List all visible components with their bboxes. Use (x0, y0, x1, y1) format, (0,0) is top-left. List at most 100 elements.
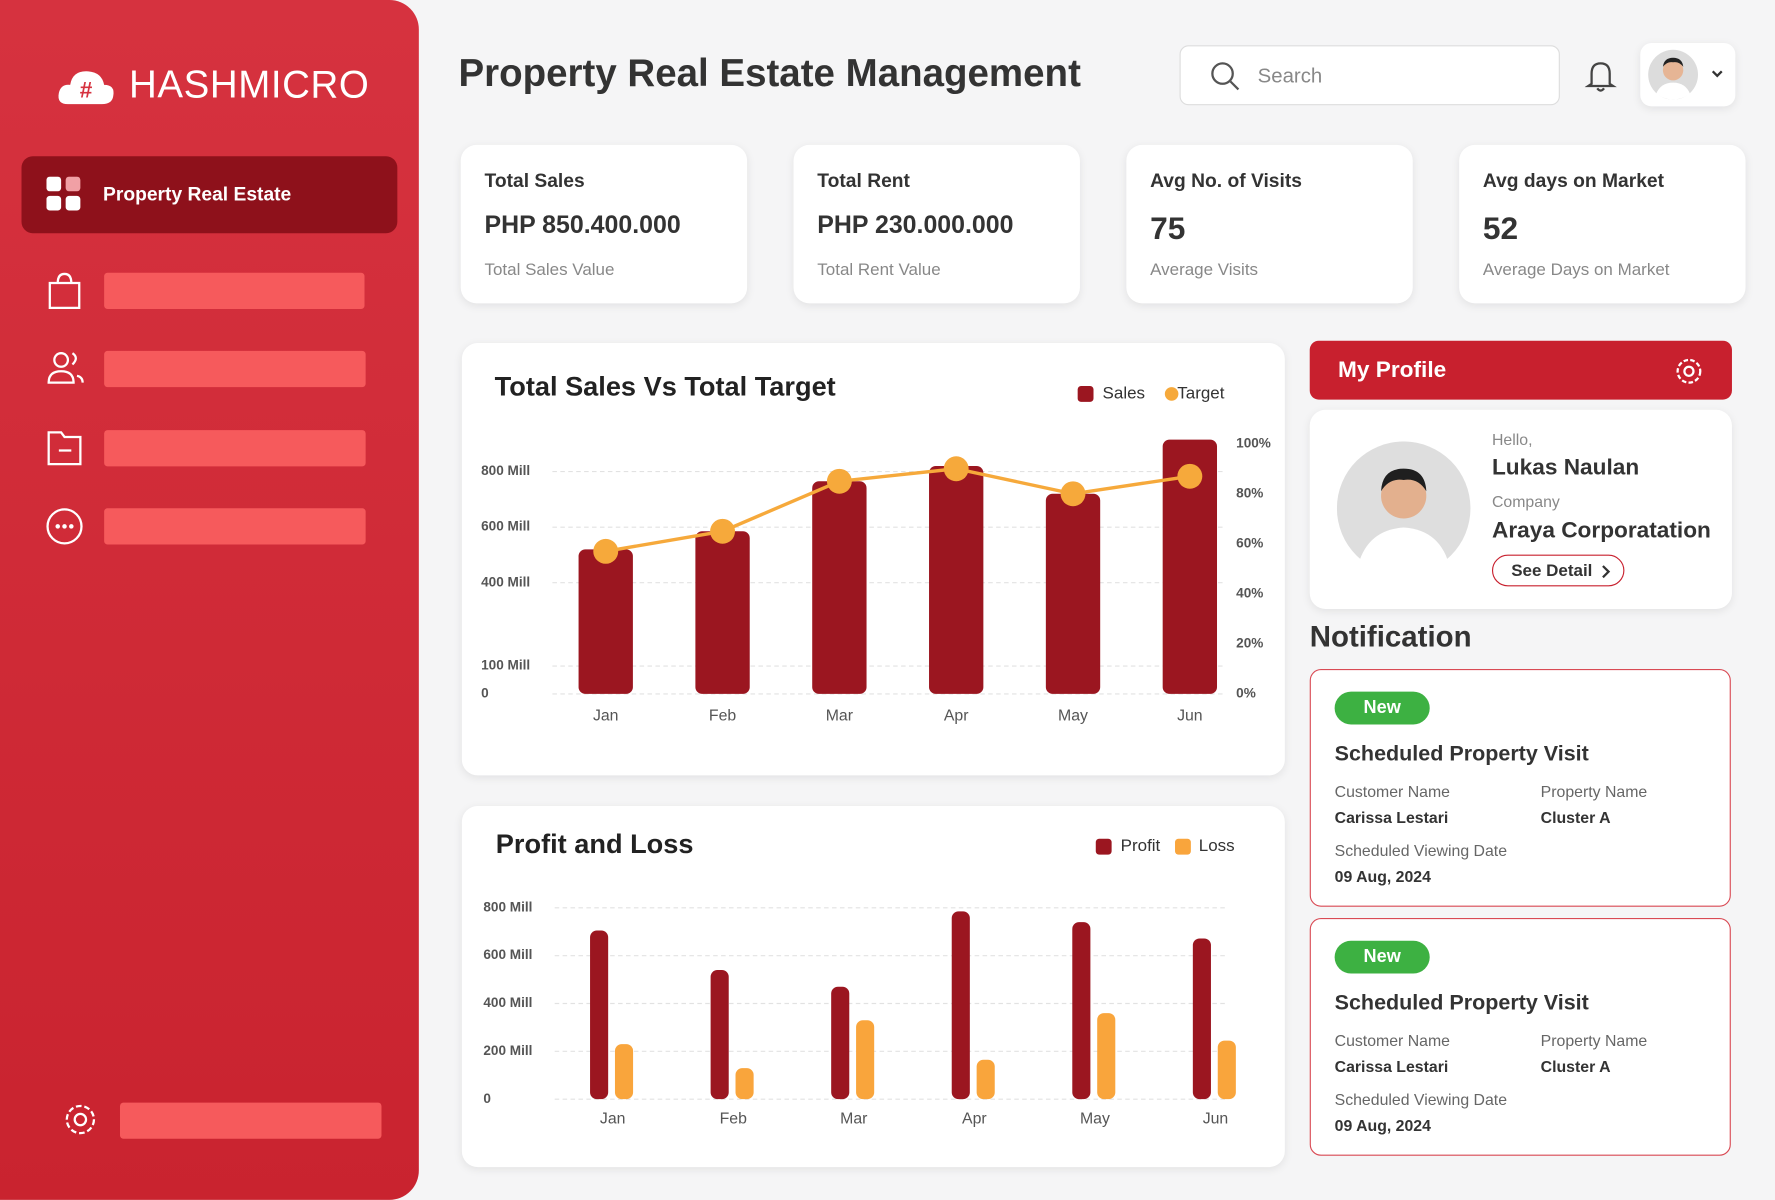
line-point (1177, 463, 1203, 489)
line-point (1060, 481, 1086, 507)
bar (1217, 1040, 1236, 1100)
y-tick-label: 0 (481, 686, 489, 701)
nav-placeholder[interactable] (104, 508, 366, 545)
chart: Profit and Loss 0 200 Mill 400 Mill 600 Mill… (483, 828, 1236, 1128)
bar (856, 1020, 875, 1100)
kpi-caption: Total Rent Value (817, 260, 941, 280)
bar (735, 1068, 754, 1100)
x-tick-label: Apr (944, 708, 969, 725)
kpi-card: Avg No. of Visits 75 Average Visits (1126, 144, 1413, 304)
nav-placeholder[interactable] (104, 272, 365, 310)
date-label: Scheduled Viewing Date (1334, 841, 1508, 860)
y-tick-label: 100 Mill (481, 658, 530, 673)
user-avatar (1648, 49, 1723, 100)
x-tick-label: Jan (593, 708, 619, 725)
line-point (593, 538, 619, 564)
y2-tick-label: 20% (1236, 635, 1263, 650)
bar (1162, 439, 1218, 694)
bar (929, 465, 984, 694)
bar (614, 1044, 634, 1100)
user-menu[interactable] (1640, 43, 1736, 107)
date: 09 Aug, 2024 (1334, 1116, 1431, 1135)
notification-card[interactable]: New Scheduled Property Visit Customer Na… (1309, 918, 1731, 1156)
notification-heading: Scheduled Property Visit (1334, 742, 1589, 767)
chevron (1602, 565, 1611, 579)
date: 09 Aug, 2024 (1334, 867, 1431, 886)
property-name: Cluster A (1540, 808, 1611, 827)
page-title: Property Real Estate Management (458, 52, 1081, 96)
logo-icon: # (58, 71, 114, 105)
notification-card[interactable]: New Scheduled Property Visit Customer Na… (1309, 669, 1731, 907)
y2-tick-label: 0% (1236, 686, 1256, 701)
sidebar: # HASHMICRO Property Real Estate (0, 0, 419, 1200)
y-tick-label: 200 Mill (483, 1043, 532, 1058)
settings-placeholder[interactable] (119, 1102, 382, 1139)
bar (1192, 938, 1211, 1100)
notification-title: Notification (1309, 619, 1472, 654)
x-tick-label: Mar (840, 1111, 868, 1128)
kpi-value: PHP 230.000.000 (817, 210, 1014, 239)
profile-settings[interactable] (1674, 357, 1703, 386)
kpi-title: Avg days on Market (1482, 169, 1665, 192)
nav-icon (46, 176, 81, 211)
x-tick-label: Jun (1203, 1111, 1229, 1128)
notification-heading: Scheduled Property Visit (1334, 991, 1589, 1016)
nav-placeholder[interactable] (104, 430, 366, 467)
profile-header: My Profile (1309, 340, 1732, 400)
x-tick-label: Jun (1177, 708, 1203, 725)
legend-marker (1095, 838, 1112, 855)
nav-placeholder[interactable] (104, 350, 366, 388)
chart-card: Total Sales Vs Total Target 0 100 Mill 400 … (461, 342, 1285, 776)
brand-name: HASHMICRO (129, 63, 370, 107)
nav-item-active[interactable]: Property Real Estate (21, 156, 398, 234)
bar (976, 1059, 995, 1100)
x-tick-label: Apr (962, 1111, 987, 1128)
kpi-title: Avg No. of Visits (1150, 169, 1302, 192)
customer-label: Customer Name (1334, 782, 1451, 801)
profile-name: Lukas Naulan (1491, 455, 1640, 480)
notification-bell[interactable] (1584, 59, 1619, 93)
badge: New (1334, 691, 1430, 725)
profile-card: Hello, Lukas Naulan Company Araya Corpor… (1309, 409, 1732, 610)
customer-label: Customer Name (1334, 1031, 1451, 1050)
bar (695, 531, 750, 694)
property-name: Cluster A (1540, 1057, 1611, 1076)
nav-icons (46, 272, 84, 545)
profile-photo (1336, 441, 1471, 578)
search-placeholder: Search (1257, 64, 1323, 88)
legend-label: Sales (1103, 383, 1145, 402)
kpi-caption: Average Visits (1150, 260, 1259, 280)
legend-label: Target (1177, 383, 1224, 402)
bar (1045, 493, 1101, 694)
kpi-value: 75 (1150, 210, 1186, 246)
y2-tick-label: 80% (1236, 485, 1263, 500)
legend-label: Loss (1199, 836, 1235, 855)
y-tick-label: 800 Mill (483, 899, 532, 914)
y2-tick-label: 40% (1236, 585, 1263, 600)
customer-name: Carissa Lestari (1334, 1057, 1449, 1076)
y-tick-label: 800 Mill (481, 463, 530, 478)
see-detail-button[interactable]: See Detail (1491, 554, 1625, 587)
y-tick-label: 0 (483, 1091, 491, 1106)
profile-company: Araya Corporatation (1491, 518, 1711, 544)
kpi-value: 52 (1482, 210, 1519, 246)
search-box[interactable]: Search (1179, 45, 1560, 106)
kpi-card: Avg days on Market 52 Average Days on Ma… (1459, 144, 1746, 304)
chart-title: Total Sales Vs Total Target (495, 370, 836, 401)
line-point (710, 518, 736, 544)
chart-title: Profit and Loss (496, 828, 694, 859)
x-tick-label: May (1058, 708, 1088, 725)
svg-text:#: # (80, 78, 93, 103)
legend-marker (1175, 838, 1191, 855)
legend-label: Profit (1121, 836, 1161, 855)
y2-tick-label: 100% (1236, 435, 1271, 450)
bar (951, 911, 970, 1100)
profile-company-label: Company (1491, 492, 1560, 511)
search-icon (1211, 62, 1240, 91)
bar (590, 930, 609, 1100)
settings-icon[interactable] (61, 1100, 99, 1138)
customer-name: Carissa Lestari (1334, 808, 1449, 827)
bar (1072, 922, 1091, 1100)
